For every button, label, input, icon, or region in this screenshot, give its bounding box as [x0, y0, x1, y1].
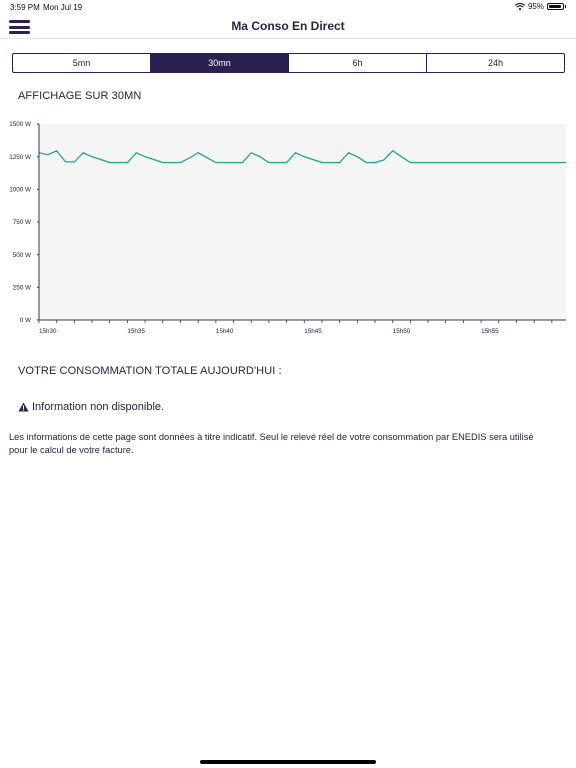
info-message: Information non disponible.	[18, 401, 164, 413]
nav-bar: Ma Conso En Direct	[0, 14, 576, 39]
segment-30mn[interactable]: 30mn	[151, 54, 289, 72]
chart-y-tick-label: 1000 W	[9, 187, 31, 194]
page-title: Ma Conso En Direct	[231, 19, 345, 33]
chart-x-tick-label: 15h55	[481, 328, 499, 335]
chart-x-tick-label: 15h35	[127, 328, 145, 335]
chart-y-tick-label: 250 W	[13, 285, 31, 292]
segment-5mn[interactable]: 5mn	[13, 54, 151, 72]
chart-y-tick-label: 1500 W	[9, 121, 31, 128]
chart-x-tick-label: 15h50	[393, 328, 411, 335]
total-consumption-heading: VOTRE CONSOMMATION TOTALE AUJOURD'HUI :	[18, 365, 282, 377]
chart-y-tick-label: 750 W	[13, 219, 31, 226]
wifi-icon	[514, 2, 525, 10]
chart-series-line	[38, 149, 566, 164]
battery-icon	[547, 3, 564, 10]
chart-y-tick-label: 1250 W	[9, 154, 31, 161]
battery-percent: 95%	[527, 2, 544, 11]
warning-icon	[18, 402, 29, 412]
status-bar: 3:59 PM Mon Jul 19 95%	[0, 0, 576, 14]
chart-heading: AFFICHAGE SUR 30MN	[18, 90, 142, 102]
disclaimer-text: Les informations de cette page sont donn…	[9, 432, 534, 455]
chart-x-tick-label: 15h30	[39, 328, 57, 335]
segment-24h[interactable]: 24h	[487, 58, 504, 68]
status-right: 95%	[514, 2, 566, 11]
chart-x-tick-label: 15h45	[304, 328, 322, 335]
chart-x-tick-label: 15h40	[216, 328, 234, 335]
segment-6h[interactable]: 6h	[289, 54, 427, 72]
home-indicator[interactable]	[200, 760, 376, 764]
chart-series-area	[39, 150, 566, 320]
battery-tip	[565, 5, 566, 8]
hamburger-menu-icon[interactable]	[9, 20, 30, 34]
period-segmented-control: 5mn 30mn 6h 24h	[12, 53, 565, 73]
info-text: Information non disponible.	[32, 401, 165, 413]
status-time: 3:59 PM	[10, 3, 40, 12]
chart-y-tick-label: 0 W	[20, 317, 31, 324]
consumption-chart: 0 W 250 W 500 W 750 W 1000 W 1250 W 1500 W 15h3…	[9, 121, 566, 335]
status-date: Mon Jul 19	[43, 3, 83, 12]
battery-fill	[549, 5, 561, 8]
chart-y-tick-label: 500 W	[13, 252, 31, 259]
